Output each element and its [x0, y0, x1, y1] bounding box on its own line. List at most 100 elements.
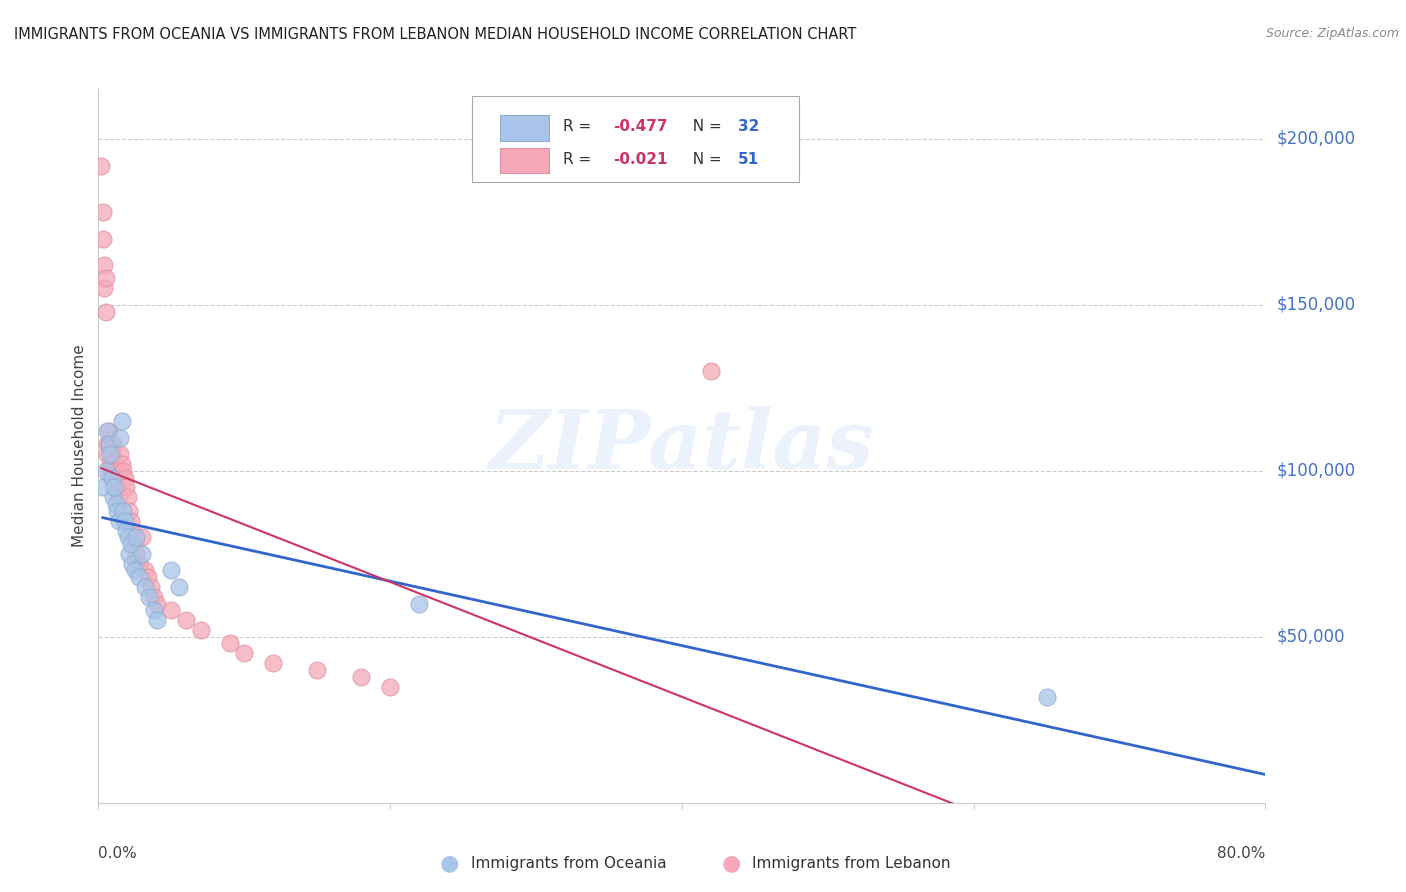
Point	[97, 437, 120, 451]
Point	[136, 570, 159, 584]
Point	[103, 481, 125, 495]
Point	[124, 537, 146, 551]
Text: $150,000: $150,000	[1277, 296, 1355, 314]
Point	[122, 530, 145, 544]
Point	[121, 524, 143, 538]
Point	[91, 205, 114, 219]
Point	[134, 564, 156, 578]
Point	[124, 564, 146, 578]
Point	[128, 557, 150, 571]
Point	[117, 530, 139, 544]
Point	[307, 663, 329, 677]
Text: N =: N =	[683, 152, 727, 167]
Point	[146, 613, 169, 627]
Point	[125, 547, 148, 561]
Text: $200,000: $200,000	[1277, 130, 1355, 148]
Point	[115, 481, 138, 495]
Point	[110, 431, 132, 445]
Text: 51: 51	[738, 152, 759, 167]
Text: ZIPatlas: ZIPatlas	[489, 406, 875, 486]
Point	[134, 580, 156, 594]
Point	[262, 657, 284, 671]
Point	[190, 624, 212, 638]
Point	[111, 414, 134, 428]
Point	[100, 447, 122, 461]
Point	[160, 603, 183, 617]
Point	[111, 457, 134, 471]
Point	[121, 557, 143, 571]
Text: Immigrants from Oceania: Immigrants from Oceania	[471, 856, 666, 871]
Point	[105, 481, 128, 495]
Point	[125, 530, 148, 544]
Point	[94, 304, 117, 318]
Text: R =: R =	[562, 152, 596, 167]
Point	[110, 464, 132, 478]
Text: $50,000: $50,000	[1277, 628, 1346, 646]
Point	[96, 437, 118, 451]
Point	[93, 258, 115, 272]
Point	[120, 537, 142, 551]
Point	[104, 497, 127, 511]
Point	[117, 491, 139, 505]
Point	[139, 580, 162, 594]
Point	[160, 564, 183, 578]
Point	[167, 580, 190, 594]
Point	[350, 670, 373, 684]
Point	[105, 504, 128, 518]
Text: 80.0%: 80.0%	[1218, 846, 1265, 861]
Point	[100, 470, 122, 484]
Point	[101, 457, 124, 471]
Point	[138, 590, 160, 604]
Text: ●: ●	[721, 854, 741, 873]
Point	[233, 647, 256, 661]
Text: R =: R =	[562, 119, 596, 134]
Point	[104, 470, 127, 484]
Point	[118, 504, 141, 518]
Text: IMMIGRANTS FROM OCEANIA VS IMMIGRANTS FROM LEBANON MEDIAN HOUSEHOLD INCOME CORRE: IMMIGRANTS FROM OCEANIA VS IMMIGRANTS FR…	[14, 27, 856, 42]
Text: ●: ●	[440, 854, 460, 873]
Point	[118, 547, 141, 561]
Text: 32: 32	[738, 119, 759, 134]
Point	[97, 424, 120, 438]
Point	[96, 447, 118, 461]
Text: Immigrants from Lebanon: Immigrants from Lebanon	[752, 856, 950, 871]
Point	[146, 597, 169, 611]
Point	[110, 447, 132, 461]
Point	[131, 547, 153, 561]
Point	[114, 514, 136, 528]
Point	[93, 281, 115, 295]
Point	[90, 159, 112, 173]
Point	[100, 470, 122, 484]
Point	[112, 504, 135, 518]
Point	[103, 464, 125, 478]
Point	[120, 514, 142, 528]
Point	[115, 524, 138, 538]
Point	[131, 530, 153, 544]
Point	[108, 491, 131, 505]
Text: -0.477: -0.477	[613, 119, 668, 134]
Point	[101, 491, 124, 505]
Point	[1035, 690, 1057, 704]
Text: -0.021: -0.021	[613, 152, 668, 167]
Point	[128, 570, 150, 584]
Point	[98, 464, 121, 478]
Text: N =: N =	[683, 119, 727, 134]
Y-axis label: Median Household Income: Median Household Income	[72, 344, 87, 548]
FancyBboxPatch shape	[501, 115, 548, 141]
FancyBboxPatch shape	[501, 148, 548, 173]
Text: Source: ZipAtlas.com: Source: ZipAtlas.com	[1265, 27, 1399, 40]
Point	[101, 437, 124, 451]
Point	[408, 597, 430, 611]
Point	[218, 636, 240, 650]
Point	[94, 464, 117, 478]
Point	[142, 603, 165, 617]
Point	[700, 364, 723, 378]
Point	[112, 464, 135, 478]
Point	[378, 680, 402, 694]
FancyBboxPatch shape	[472, 96, 799, 182]
Point	[91, 231, 114, 245]
Point	[91, 481, 114, 495]
Point	[114, 470, 136, 484]
Point	[97, 437, 120, 451]
Point	[98, 457, 121, 471]
